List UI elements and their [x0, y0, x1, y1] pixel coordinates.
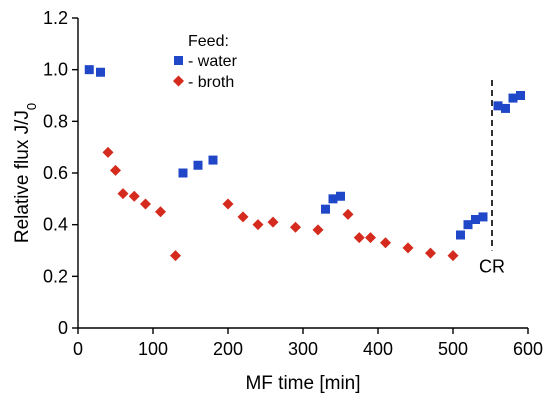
water-point	[516, 91, 525, 100]
water-point	[193, 160, 203, 170]
x-tick-label: 600	[513, 339, 543, 359]
x-tick-label: 200	[213, 339, 243, 359]
broth-point	[128, 190, 140, 202]
x-tick-label: 500	[438, 339, 468, 359]
broth-point	[447, 250, 459, 262]
x-tick-label: 100	[138, 339, 168, 359]
x-tick-label: 0	[73, 339, 83, 359]
water-point	[96, 67, 105, 77]
y-tick-label: 0.6	[43, 163, 68, 183]
broth-point	[237, 211, 249, 223]
water-point	[321, 204, 330, 214]
cr-label: CR	[479, 257, 505, 277]
water-point	[456, 230, 465, 240]
x-ticks: 0 100 200 300 400 500 600	[73, 328, 543, 359]
broth-point	[380, 237, 391, 249]
broth-point	[102, 146, 114, 158]
broth-point	[110, 164, 121, 176]
annotation-layer: CR	[479, 80, 505, 277]
y-tick-label: 0.8	[43, 111, 68, 131]
broth-point	[365, 232, 376, 244]
broth-point	[222, 198, 234, 210]
x-tick-label: 300	[288, 339, 318, 359]
broth-point	[353, 232, 365, 244]
y-ticks: 0 0.2 0.4 0.6 0.8 1.0 1.2	[43, 8, 78, 338]
broth-point	[312, 224, 324, 236]
legend-marker-water	[174, 56, 183, 65]
water-point	[501, 103, 510, 113]
legend-title: Feed:	[188, 33, 229, 50]
broth-point	[402, 242, 414, 254]
water-point	[336, 191, 345, 201]
y-axis-title-subscript: 0	[24, 103, 39, 110]
water-point	[328, 194, 338, 204]
water-point	[178, 168, 188, 178]
y-axis-title: Relative flux J/J0	[12, 103, 39, 243]
broth-point	[140, 198, 151, 210]
x-axis-title: MF time [min]	[245, 373, 360, 394]
legend-marker-broth	[173, 75, 184, 87]
y-tick-label: 1.2	[43, 8, 68, 28]
y-tick-label: 0.4	[43, 215, 68, 235]
water-point	[84, 65, 94, 75]
y-tick-label: 0	[58, 318, 68, 338]
water-point	[493, 101, 503, 111]
water-point	[471, 215, 480, 224]
broth-point	[290, 221, 301, 233]
broth-point	[342, 208, 354, 220]
legend-label-water: - water	[188, 53, 238, 70]
y-tick-label: 1.0	[43, 60, 68, 80]
broth-point	[252, 219, 264, 231]
legend: Feed: - water - broth	[173, 33, 238, 91]
broth-point	[425, 247, 436, 259]
x-tick-label: 400	[363, 339, 393, 359]
water-point	[463, 220, 473, 230]
water-point	[508, 93, 518, 103]
series-layer	[84, 65, 525, 262]
axes	[77, 18, 528, 329]
water-point	[208, 155, 218, 165]
broth-point	[267, 216, 279, 228]
y-axis-title-main: Relative flux J/J	[12, 110, 33, 243]
broth-point	[117, 188, 129, 200]
y-tick-label: 0.2	[43, 266, 68, 286]
broth-point	[170, 250, 181, 262]
broth-point	[155, 206, 166, 218]
legend-label-broth: - broth	[188, 74, 234, 91]
water-point	[478, 212, 488, 222]
